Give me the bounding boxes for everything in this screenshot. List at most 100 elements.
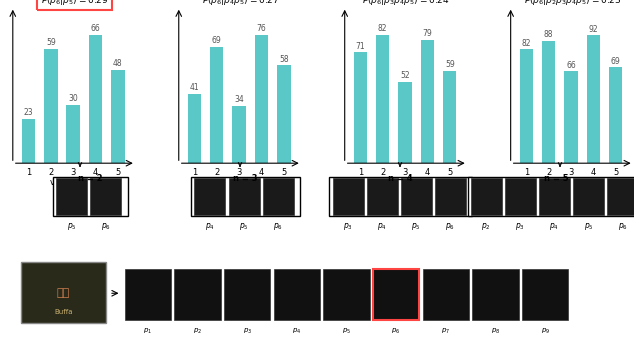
Text: 48: 48 (113, 59, 123, 68)
Text: $p_6$: $p_6$ (392, 327, 401, 336)
Text: 69: 69 (611, 57, 621, 66)
Bar (111, 70, 125, 163)
Text: $p_7$: $p_7$ (441, 327, 451, 336)
Title: $P(p_6|p_3p_4p_5) = 0.24$: $P(p_6|p_3p_4p_5) = 0.24$ (362, 0, 450, 7)
Text: n = 4: n = 4 (388, 174, 413, 183)
Text: $p_3$: $p_3$ (515, 221, 525, 232)
Bar (573, 178, 604, 215)
Text: $p_3$: $p_3$ (243, 327, 252, 336)
Text: 52: 52 (400, 71, 410, 80)
Text: $p_4$: $p_4$ (550, 221, 559, 232)
Text: $p_3$: $p_3$ (343, 221, 353, 232)
Bar (277, 65, 291, 163)
Bar (435, 178, 466, 215)
Bar (191, 176, 300, 216)
Text: $p_8$: $p_8$ (491, 327, 500, 336)
Bar (333, 178, 364, 215)
Text: $p_6$: $p_6$ (618, 221, 628, 232)
Text: n = 2: n = 2 (78, 174, 102, 183)
Bar (20, 262, 106, 323)
Bar (505, 178, 536, 215)
Bar (22, 119, 35, 163)
Bar (564, 71, 578, 163)
Text: 66: 66 (91, 24, 100, 33)
Bar (232, 106, 246, 163)
Bar (255, 35, 268, 163)
Text: $p_5$: $p_5$ (342, 327, 351, 336)
Bar (125, 269, 171, 320)
Text: 82: 82 (522, 38, 531, 48)
Bar (273, 269, 320, 320)
Bar (609, 67, 623, 163)
Bar (330, 176, 472, 216)
Bar (443, 71, 456, 163)
Title: $P(p_6|p_2p_3p_4p_5) = 0.23$: $P(p_6|p_2p_3p_4p_5) = 0.23$ (524, 0, 621, 7)
Bar (174, 269, 221, 320)
Text: $p_5$: $p_5$ (67, 221, 77, 232)
Text: $p_6$: $p_6$ (445, 221, 456, 232)
Bar (56, 178, 87, 215)
Text: n = 3: n = 3 (234, 174, 258, 183)
Text: Buffa: Buffa (54, 309, 72, 315)
Text: 59: 59 (46, 38, 56, 47)
Bar (44, 49, 58, 163)
Text: $p_5$: $p_5$ (412, 221, 421, 232)
Text: $p_6$: $p_6$ (101, 221, 111, 232)
Bar (228, 178, 260, 215)
Text: $p_9$: $p_9$ (541, 327, 550, 336)
Bar (542, 40, 556, 163)
Bar (373, 269, 419, 320)
Bar (262, 178, 294, 215)
Text: 92: 92 (589, 24, 598, 34)
Bar (401, 178, 432, 215)
Text: $p_2$: $p_2$ (193, 327, 202, 336)
Text: $p_5$: $p_5$ (239, 221, 249, 232)
Bar (420, 40, 434, 163)
Text: n = 5: n = 5 (544, 174, 568, 183)
Text: $p_1$: $p_1$ (143, 327, 152, 336)
Text: $p_4$: $p_4$ (205, 221, 215, 232)
Bar (539, 178, 570, 215)
Bar (210, 47, 223, 163)
Bar (195, 178, 225, 215)
Bar (422, 269, 469, 320)
Bar (522, 269, 568, 320)
Text: 30: 30 (68, 94, 78, 103)
Bar (472, 269, 519, 320)
Text: $p_5$: $p_5$ (584, 221, 593, 232)
Bar (398, 82, 412, 163)
Text: 88: 88 (544, 30, 554, 39)
Bar (67, 105, 80, 163)
Text: $p_4$: $p_4$ (377, 221, 387, 232)
Bar (90, 178, 122, 215)
Bar (323, 269, 370, 320)
Text: 牛头: 牛头 (56, 288, 70, 298)
Bar (607, 178, 638, 215)
Title: $P(p_6|p_5) = 0.29$: $P(p_6|p_5) = 0.29$ (40, 0, 108, 7)
Text: 82: 82 (378, 24, 387, 33)
Bar (53, 176, 127, 216)
Text: $p_6$: $p_6$ (273, 221, 283, 232)
Bar (224, 269, 271, 320)
Text: 66: 66 (566, 61, 576, 70)
Text: $p_4$: $p_4$ (292, 327, 301, 336)
Bar (376, 35, 389, 163)
Text: 58: 58 (279, 55, 289, 64)
Bar (587, 35, 600, 163)
Text: 69: 69 (212, 36, 221, 45)
X-axis label: visual word: visual word (51, 178, 99, 187)
Text: 59: 59 (445, 61, 454, 69)
Text: 23: 23 (24, 107, 33, 117)
Bar (188, 94, 201, 163)
Bar (367, 178, 397, 215)
Bar (520, 49, 533, 163)
Text: 34: 34 (234, 95, 244, 104)
X-axis label: visual word: visual word (548, 178, 596, 187)
Title: $P(p_6|p_4p_5) = 0.27$: $P(p_6|p_4p_5) = 0.27$ (202, 0, 279, 7)
Text: 76: 76 (257, 24, 266, 33)
Text: 41: 41 (189, 83, 199, 92)
Text: $p_2$: $p_2$ (481, 221, 491, 232)
Bar (89, 35, 102, 163)
X-axis label: visual word: visual word (382, 178, 430, 187)
Bar (470, 178, 502, 215)
